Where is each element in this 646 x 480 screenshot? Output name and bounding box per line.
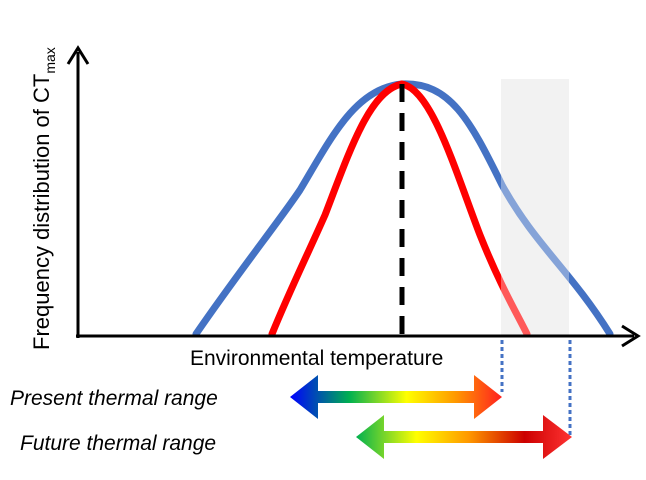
y-axis-arrowhead <box>66 45 90 65</box>
present-range-arrow <box>290 375 502 419</box>
present-range-label: Present thermal range <box>10 387 218 410</box>
x-axis-label: Environmental temperature <box>190 347 443 370</box>
x-axis-arrowhead <box>621 324 641 348</box>
future-range-label: Future thermal range <box>20 432 216 455</box>
y-axis-label: Frequency distribution of CTmax <box>29 47 58 350</box>
future-range-arrow <box>356 415 572 459</box>
band-fade-overlay <box>501 79 569 336</box>
